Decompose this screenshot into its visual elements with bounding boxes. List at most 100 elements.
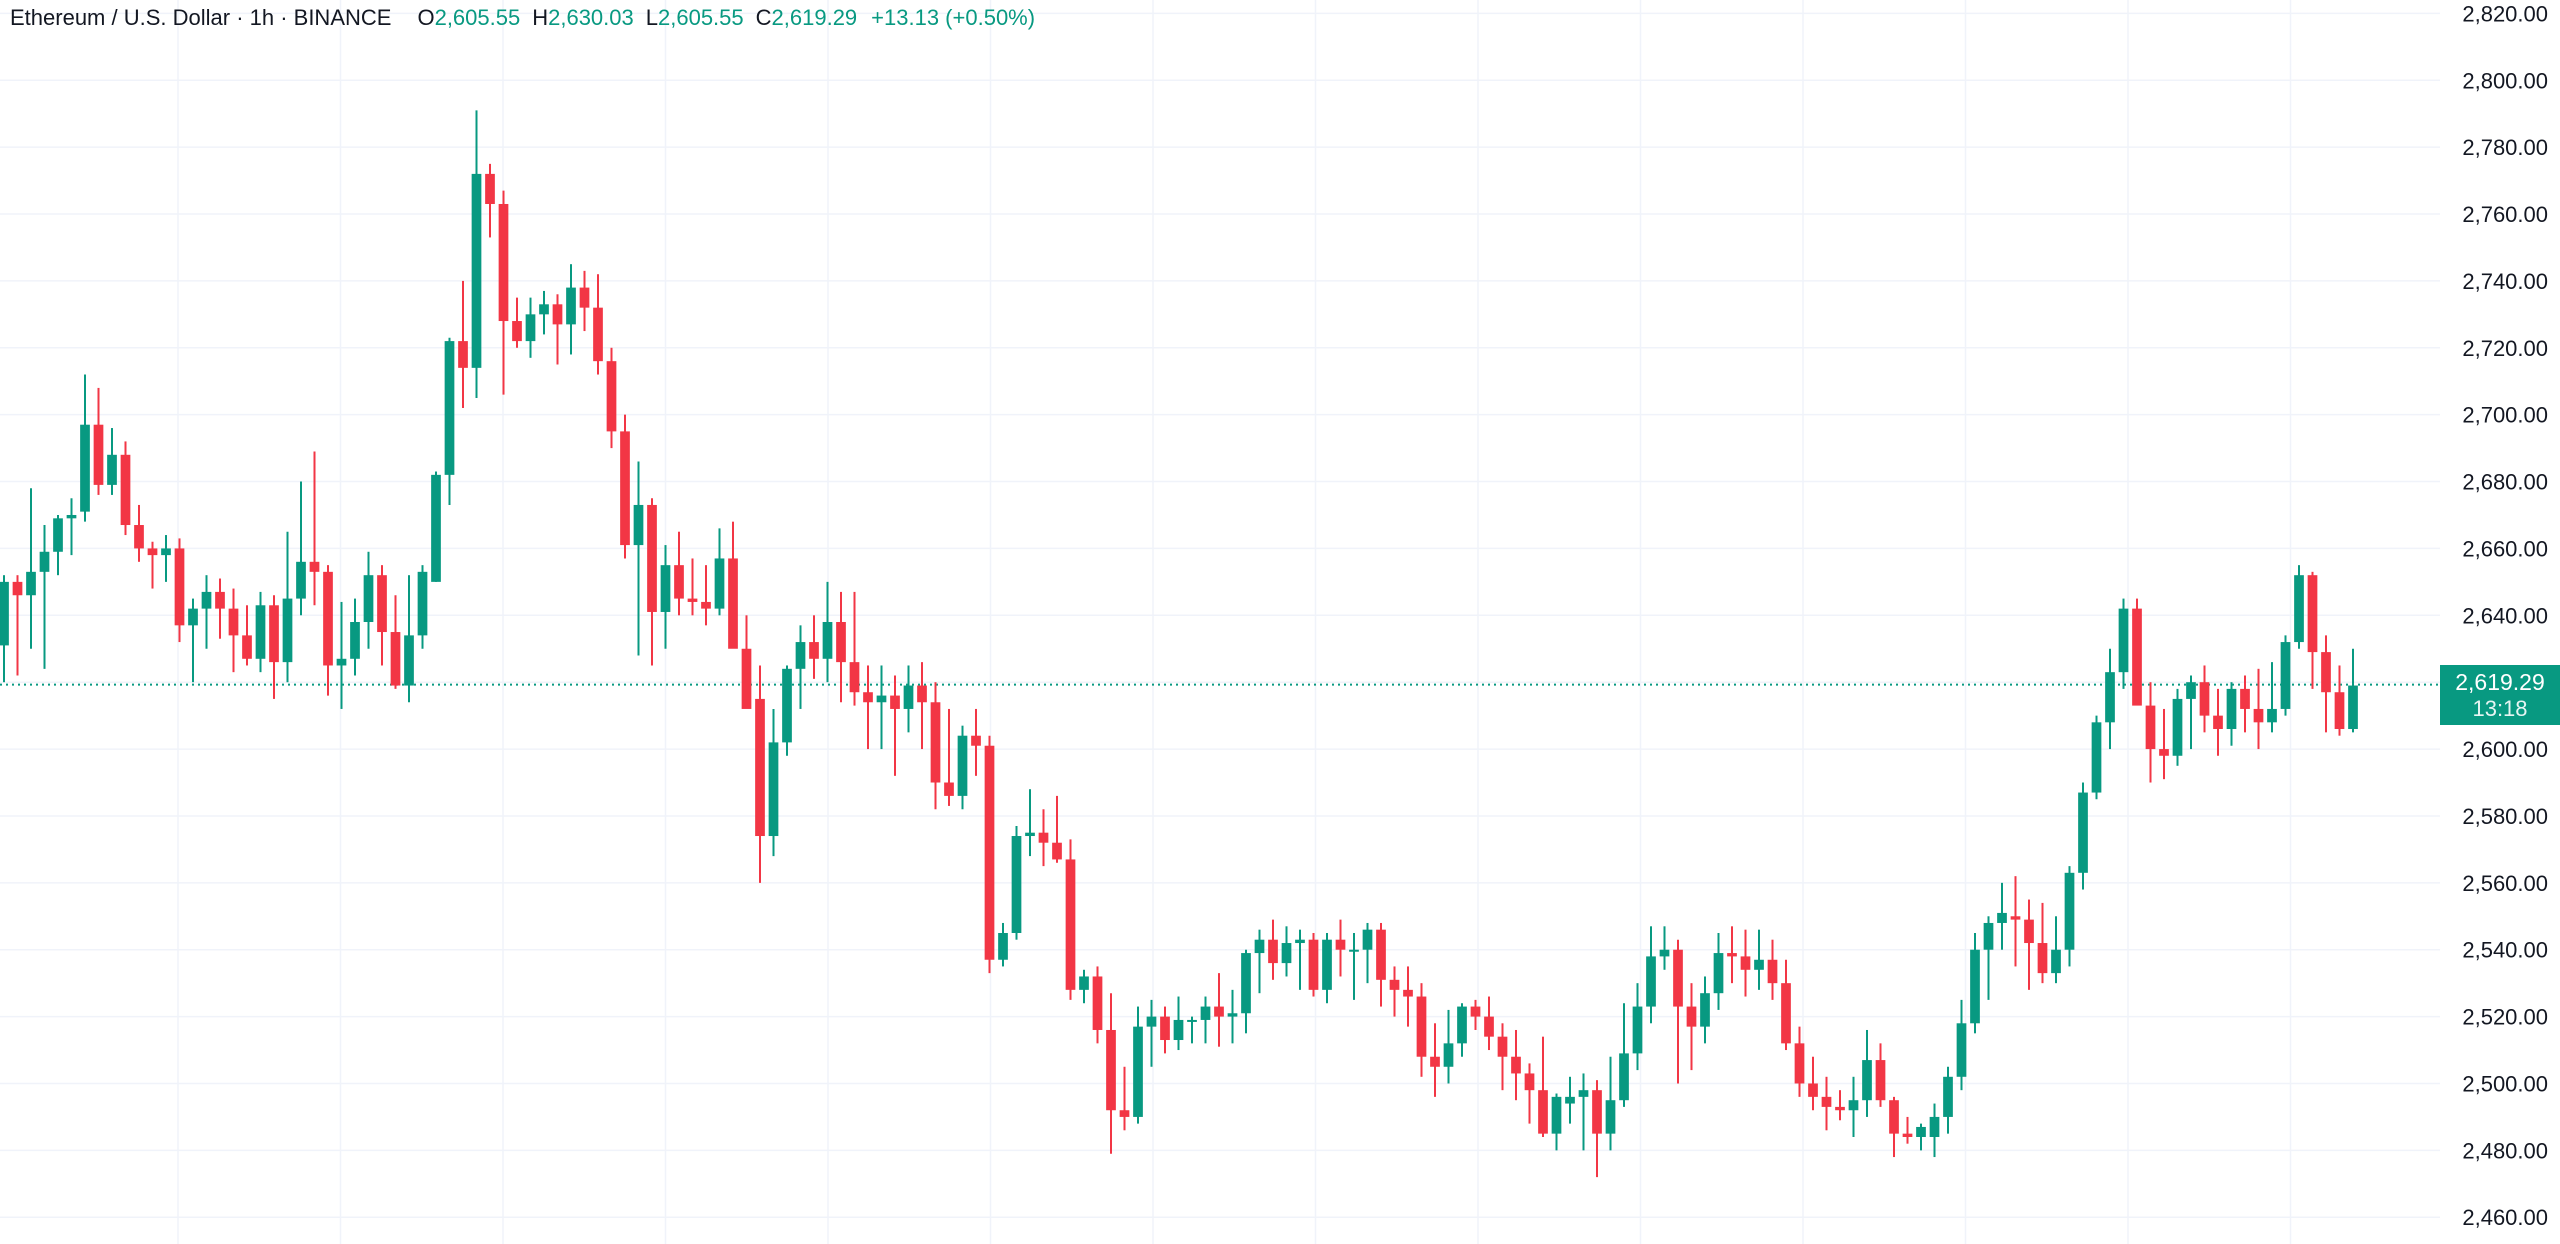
candle: [1308, 933, 1319, 997]
candle: [2294, 565, 2304, 649]
candle: [350, 598, 360, 676]
price-axis-label: 2,700.00: [2462, 403, 2548, 428]
candle: [809, 615, 819, 679]
price-axis-label: 2,460.00: [2462, 1205, 2548, 1230]
candle: [242, 605, 252, 666]
candle: [593, 274, 603, 375]
candle: [1902, 1116, 1913, 1144]
candle: [579, 270, 590, 332]
candle: [1997, 882, 2007, 950]
candle: [66, 498, 77, 556]
candle: [1700, 976, 1710, 1044]
candle: [2091, 715, 2102, 800]
price-axis-label: 2,540.00: [2462, 938, 2548, 963]
candle: [1416, 983, 1427, 1077]
candle: [647, 498, 657, 666]
price-axis[interactable]: 2,460.00 2,480.00 2,500.00 2,520.00 2,540.00…: [2462, 1, 2548, 1230]
price-axis-label: 2,500.00: [2462, 1071, 2548, 1096]
symbol-title[interactable]: Ethereum / U.S. Dollar · 1h · BINANCE: [10, 5, 392, 30]
candle: [1862, 1029, 1872, 1117]
candle: [1187, 1016, 1197, 1044]
candle: [1821, 1076, 1832, 1131]
candle: [1538, 1036, 1548, 1137]
candle: [1686, 983, 1697, 1071]
candle: [984, 735, 995, 974]
candle: [134, 504, 144, 562]
candle: [1740, 929, 1751, 997]
candle: [1794, 1026, 1805, 1097]
candle: [1565, 1076, 1575, 1124]
candle: [2280, 635, 2291, 716]
candle: [1713, 933, 1724, 1010]
candle: [1133, 1006, 1143, 1124]
candle: [1808, 1056, 1818, 1111]
candle: [728, 521, 738, 649]
candle: [606, 347, 617, 449]
candle: [1106, 993, 1116, 1154]
candle: [444, 337, 455, 505]
price-axis-label: 2,660.00: [2462, 536, 2548, 561]
candle: [1727, 926, 1737, 984]
candle: [1443, 1009, 1454, 1084]
candle: [944, 708, 954, 806]
candle: [620, 414, 630, 559]
price-axis-label: 2,820.00: [2462, 1, 2548, 26]
candle: [1754, 929, 1764, 990]
candle: [1889, 1096, 1899, 1158]
candle: [1767, 939, 1778, 1000]
candle: [876, 665, 887, 750]
candle: [80, 374, 90, 522]
candle: [795, 625, 806, 709]
candle: [1160, 1006, 1170, 1054]
candle: [1389, 966, 1400, 1017]
candle: [1295, 929, 1305, 990]
candle: [1875, 1043, 1886, 1107]
candle: [12, 575, 23, 676]
candle: [201, 575, 212, 649]
candle: [2078, 782, 2088, 890]
candle: [1173, 996, 1184, 1051]
candle: [1646, 926, 1656, 1024]
candles-layer: [0, 110, 2358, 1178]
candle: [2132, 598, 2142, 706]
candle: [2213, 688, 2223, 756]
price-axis-label: 2,520.00: [2462, 1005, 2548, 1030]
candle: [741, 615, 752, 709]
candle: [1430, 1023, 1440, 1097]
candle: [1781, 959, 1791, 1051]
candle: [485, 163, 495, 238]
candle: [2118, 598, 2129, 689]
candle: [1322, 933, 1332, 1004]
candle: [782, 665, 792, 756]
candle: [2051, 916, 2061, 984]
candle: [498, 190, 509, 395]
candle: [930, 682, 941, 810]
candle: [1349, 933, 1359, 1000]
candle: [1011, 825, 1022, 940]
candle: [1038, 809, 1049, 867]
candle: [1335, 919, 1346, 977]
candle: [1065, 839, 1076, 1000]
candle: [2186, 675, 2196, 750]
candle: [1578, 1073, 1589, 1151]
bar-countdown: 13:18: [2472, 695, 2528, 721]
candle: [1632, 983, 1643, 1071]
price-axis-label: 2,680.00: [2462, 470, 2548, 495]
candle: [890, 675, 900, 776]
candle: [39, 525, 50, 669]
candle: [188, 598, 198, 683]
candle: [674, 531, 684, 616]
candle: [1497, 1023, 1508, 1091]
candle: [255, 591, 266, 673]
candle: [2307, 571, 2318, 689]
candle: [1916, 1123, 1926, 1151]
candle: [53, 514, 63, 576]
candle: [566, 264, 576, 355]
price-axis-label: 2,480.00: [2462, 1138, 2548, 1163]
candle: [1970, 933, 1980, 1034]
low-value: 2,605.55: [658, 5, 744, 30]
candle: [1092, 966, 1103, 1044]
candle: [431, 471, 441, 582]
